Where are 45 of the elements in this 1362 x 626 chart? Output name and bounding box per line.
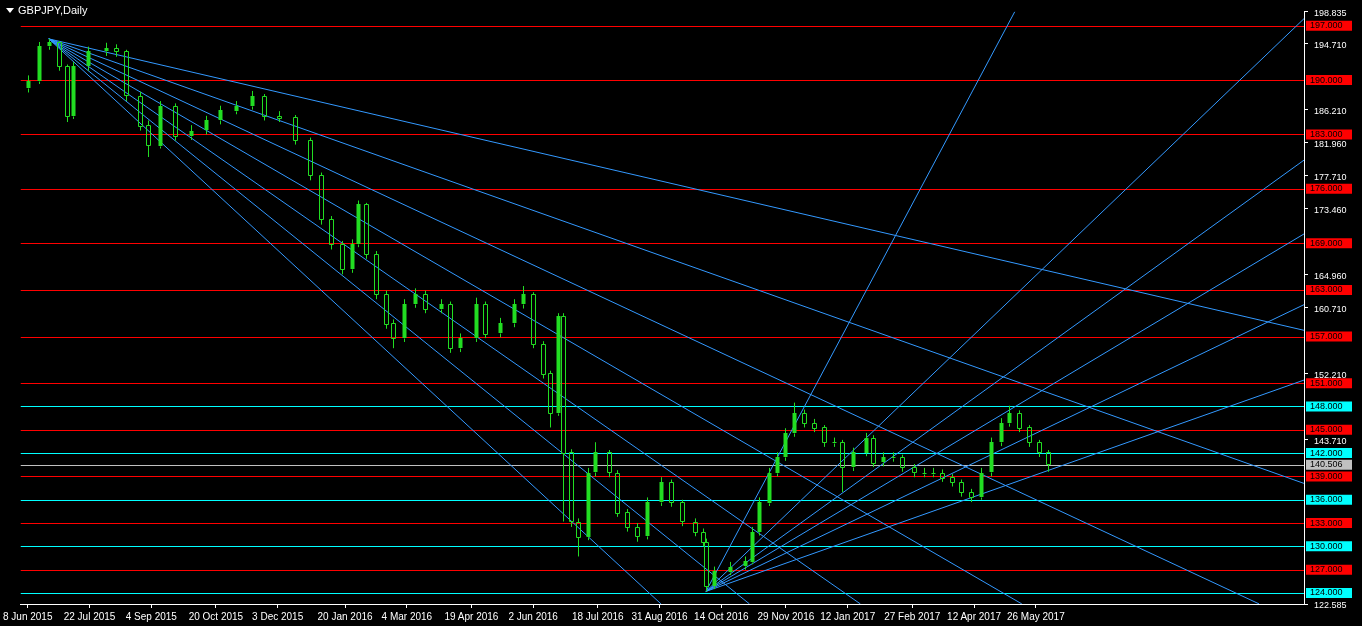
y-tick-label: 164.960 [1314,271,1347,282]
x-tick-label: 20 Jan 2016 [317,610,374,622]
ref-line-label: 190.000 [1310,74,1343,85]
ref-line-label: 197.000 [1310,20,1343,31]
ref-line-label: 148.000 [1310,400,1343,411]
y-tick-label: 143.710 [1314,436,1347,447]
ref-line-label: 163.000 [1310,284,1343,295]
ref-line-label: 127.000 [1310,564,1343,575]
y-tick-label: 181.960 [1314,139,1347,150]
x-tick-label: 12 Jan 2017 [820,610,876,622]
y-tick-label: 160.710 [1314,304,1347,315]
ref-line-label: 136.000 [1310,494,1343,505]
x-tick-label: 14 Oct 2016 [694,610,750,622]
ref-line-label: 130.000 [1310,540,1343,551]
ref-line-label: 133.000 [1310,517,1343,528]
x-tick-label: 26 May 2017 [1006,610,1066,622]
x-tick-label: 4 Mar 2016 [381,610,433,622]
x-tick-label: 4 Sep 2015 [125,610,178,622]
x-tick-label: 12 Apr 2017 [947,610,1002,622]
y-tick-label: 122.585 [1314,600,1347,611]
chart-title: GBPJPY,Daily [18,4,88,16]
x-tick-label: 27 Feb 2017 [884,610,941,622]
y-tick-label: 177.710 [1314,172,1347,183]
ref-line-label: 140.506 [1310,459,1343,470]
x-tick-label: 18 Jul 2016 [571,610,625,622]
x-tick-label: 22 Jul 2015 [63,610,116,622]
ref-line-label: 157.000 [1310,331,1343,342]
y-tick-label: 194.710 [1314,39,1347,50]
ref-line-label: 169.000 [1310,237,1343,248]
ref-line-label: 142.000 [1310,447,1343,458]
ref-line-label: 145.000 [1310,424,1343,435]
y-tick-label: 173.460 [1314,205,1347,216]
x-tick-label: 2 Jun 2016 [508,610,559,622]
x-tick-label: 20 Oct 2015 [188,610,244,622]
ref-line-label: 124.000 [1310,587,1343,598]
x-tick-label: 8 Jun 2015 [3,610,53,622]
ref-line-label: 139.000 [1310,470,1343,481]
x-tick-label: 31 Aug 2016 [631,610,689,622]
x-tick-label: 3 Dec 2015 [252,610,304,622]
ref-line-label: 176.000 [1310,183,1343,194]
y-tick-label: 186.210 [1314,106,1347,116]
y-tick-label: 198.835 [1314,7,1347,18]
x-tick-label: 19 Apr 2016 [444,610,499,622]
x-tick-label: 29 Nov 2016 [757,610,815,622]
ref-line-label: 183.000 [1310,128,1343,139]
